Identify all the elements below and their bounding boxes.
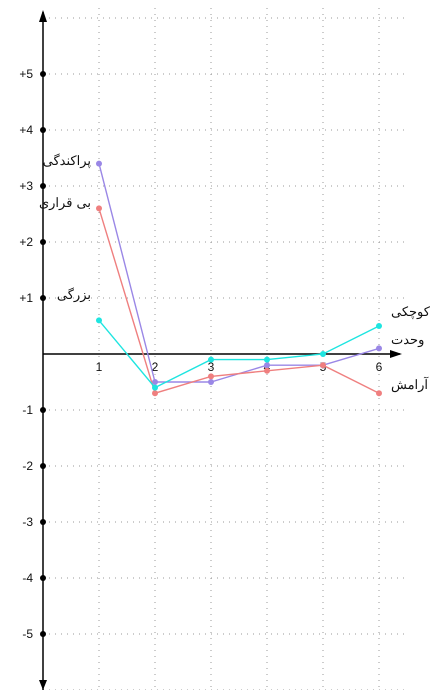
y-tick-mark	[40, 631, 46, 637]
y-tick-label: -4	[22, 571, 33, 585]
series-line	[98, 319, 380, 389]
x-axis-arrow	[390, 350, 402, 358]
y-tick-mark	[40, 463, 46, 469]
y-tick-label: +4	[19, 123, 33, 137]
y-axis-arrow-down	[39, 680, 47, 690]
series-label: آرامش	[391, 376, 429, 393]
x-tick-label: 3	[208, 360, 215, 374]
series-label: پراکندگی	[43, 153, 92, 169]
x-tick-label: 2	[152, 360, 159, 374]
series-point	[152, 384, 158, 391]
series-point	[96, 160, 102, 167]
series-point	[320, 362, 326, 369]
series-point	[152, 379, 158, 385]
x-tick-label: 1	[96, 360, 103, 374]
y-tick-mark	[40, 575, 46, 581]
y-tick-label: -1	[22, 403, 33, 417]
y-tick-label: -5	[22, 627, 33, 641]
series-point	[376, 323, 382, 329]
series-point	[376, 345, 382, 352]
tick-labels: 123456+5+4+3+2+1-1-2-3-4-5	[19, 67, 382, 641]
series-point	[264, 367, 270, 374]
series-point	[208, 356, 214, 363]
y-tick-label: +3	[19, 179, 33, 193]
y-tick-label: -3	[22, 515, 33, 529]
y-tick-mark	[40, 183, 46, 189]
series-line	[98, 208, 380, 395]
series-labels: پراکندگی وحدت بی قراری آرامش بزرگی کوچکی	[39, 153, 431, 393]
y-tick-mark	[40, 239, 46, 245]
y-tick-label: +2	[19, 235, 33, 249]
series-point	[96, 317, 102, 324]
y-tick-mark	[40, 407, 46, 413]
series-label: بزرگی	[57, 287, 91, 303]
series-label: وحدت	[391, 333, 424, 348]
y-tick-mark	[40, 127, 46, 133]
series-point	[320, 351, 326, 357]
y-tick-mark	[40, 295, 46, 301]
series-point	[264, 356, 270, 363]
y-tick-label: +1	[19, 291, 33, 305]
chart-series	[96, 160, 382, 397]
chart-grid	[43, 8, 404, 690]
y-tick-label: -2	[22, 459, 33, 473]
series-label: کوچکی	[391, 305, 431, 320]
series-point	[376, 390, 382, 397]
series-point	[208, 373, 214, 380]
series-label: بی قراری	[39, 196, 91, 211]
x-tick-label: 6	[376, 360, 383, 374]
y-axis-arrow-up	[39, 10, 47, 22]
chart-axes	[39, 10, 402, 690]
series-point	[96, 205, 102, 212]
y-tick-label: +5	[19, 67, 33, 81]
y-tick-mark	[40, 519, 46, 525]
y-tick-mark	[40, 71, 46, 77]
series-point	[208, 379, 214, 385]
series-point	[152, 390, 158, 397]
series-point	[264, 362, 270, 369]
